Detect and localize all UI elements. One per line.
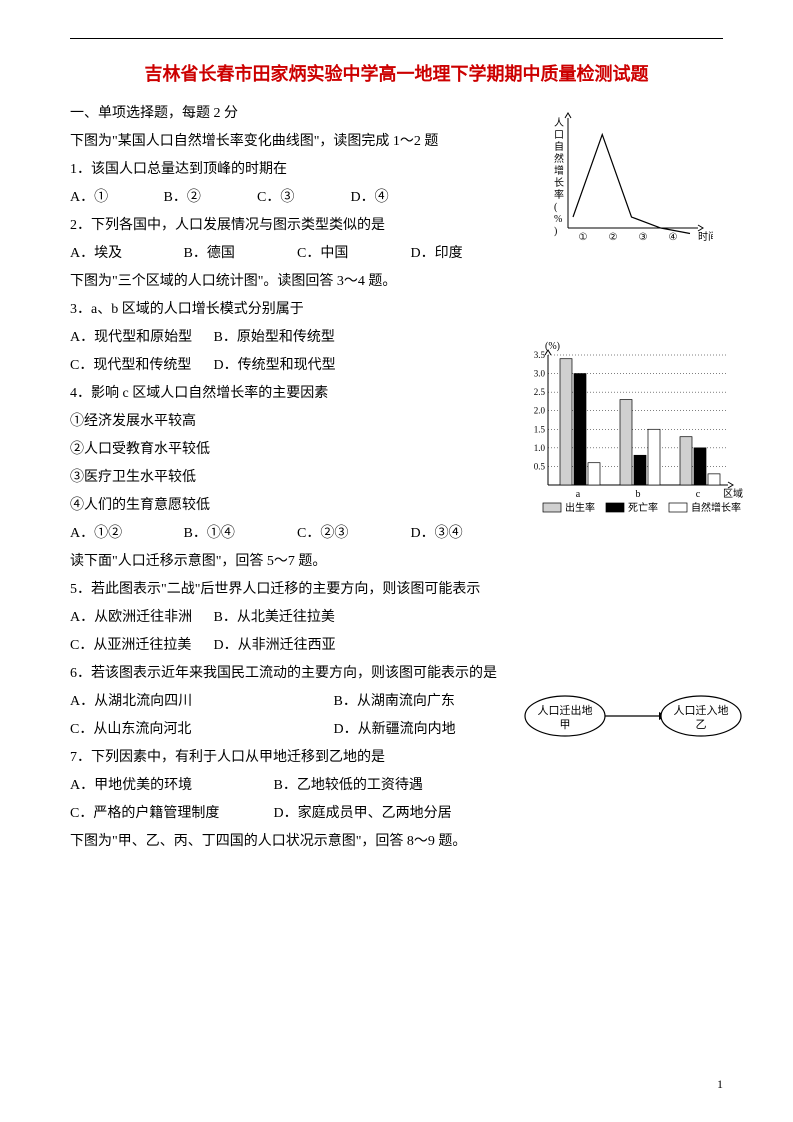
q7-d: D．家庭成员甲、乙两地分居 <box>274 800 474 828</box>
q4-d: D．③④ <box>411 520 521 548</box>
svg-text:b: b <box>636 489 641 500</box>
q5-a: A．从欧洲迁往非洲 <box>70 604 210 632</box>
q5-options-row1: A．从欧洲迁往非洲 B．从北美迁往拉美 <box>70 604 723 632</box>
q2-b: B．德国 <box>184 240 294 268</box>
migration-diagram: 人口迁出地甲 人口迁入地乙 <box>523 686 743 746</box>
intro-3: 读下面"人口迁移示意图"，回答 5～7 题。 <box>70 548 723 576</box>
svg-text:a: a <box>576 489 581 500</box>
q7-b: B．乙地较低的工资待遇 <box>274 772 474 800</box>
bar-chart: (%)0.51.01.52.02.53.03.5abc区域出生率死亡率自然增长率 <box>513 330 743 530</box>
q3-c: C．现代型和传统型 <box>70 352 210 380</box>
page-title: 吉林省长春市田家炳实验中学高一地理下学期期中质量检测试题 <box>70 60 723 86</box>
svg-text:区域: 区域 <box>723 487 743 500</box>
q7-options-row1: A．甲地优美的环境 B．乙地较低的工资待遇 <box>70 772 723 800</box>
q5-c: C．从亚洲迁往拉美 <box>70 632 210 660</box>
svg-text:3.0: 3.0 <box>534 369 546 379</box>
intro-2: 下图为"三个区域的人口统计图"。读图回答 3～4 题。 <box>70 268 723 296</box>
svg-text:1.0: 1.0 <box>534 443 546 453</box>
svg-text:③: ③ <box>639 232 648 243</box>
svg-text:率: 率 <box>554 188 564 201</box>
q6-d: D．从新疆流向内地 <box>334 716 534 744</box>
q5-b: B．从北美迁往拉美 <box>214 604 354 632</box>
svg-text:3.5: 3.5 <box>534 350 546 360</box>
svg-text:时间: 时间 <box>698 230 713 243</box>
q3-d: D．传统型和现代型 <box>214 352 354 380</box>
svg-text:①: ① <box>579 232 588 243</box>
q1-a: A．① <box>70 184 160 212</box>
svg-text:然: 然 <box>554 152 564 165</box>
svg-text:④: ④ <box>669 232 678 243</box>
svg-text:): ) <box>554 226 557 237</box>
q4-a: A．①② <box>70 520 180 548</box>
q6-b: B．从湖南流向广东 <box>334 688 534 716</box>
q7-stem: 7．下列因素中，有利于人口从甲地迁移到乙地的是 <box>70 744 723 772</box>
svg-text:②: ② <box>609 232 618 243</box>
svg-text:甲: 甲 <box>560 719 571 731</box>
svg-text:长: 长 <box>554 177 564 189</box>
svg-text:自: 自 <box>554 140 564 153</box>
svg-text:自然增长率: 自然增长率 <box>691 501 741 514</box>
svg-text:0.5: 0.5 <box>534 461 546 471</box>
q3-stem: 3．a、b 区域的人口增长模式分别属于 <box>70 296 723 324</box>
page-number: 1 <box>717 1077 723 1092</box>
q7-options-row2: C．严格的户籍管理制度 D．家庭成员甲、乙两地分居 <box>70 800 723 828</box>
q6-stem: 6．若该图表示近年来我国民工流动的主要方向，则该图可能表示的是 <box>70 660 723 688</box>
q5-d: D．从非洲迁往西亚 <box>214 632 354 660</box>
q2-d: D．印度 <box>411 240 521 268</box>
intro-4: 下图为"甲、乙、丙、丁四国的人口状况示意图"，回答 8～9 题。 <box>70 828 723 856</box>
svg-text:增: 增 <box>554 164 564 177</box>
svg-text:%: % <box>554 214 562 225</box>
q6-c: C．从山东流向河北 <box>70 716 330 744</box>
svg-text:c: c <box>696 489 701 500</box>
svg-text:人: 人 <box>554 117 564 129</box>
q7-a: A．甲地优美的环境 <box>70 772 270 800</box>
q4-b: B．①④ <box>184 520 294 548</box>
q6-a: A．从湖北流向四川 <box>70 688 330 716</box>
svg-text:乙: 乙 <box>696 718 707 731</box>
svg-text:死亡率: 死亡率 <box>628 501 658 514</box>
svg-text:口: 口 <box>554 130 564 141</box>
q5-stem: 5．若此图表示"二战"后世界人口迁移的主要方向，则该图可能表示 <box>70 576 723 604</box>
q7-c: C．严格的户籍管理制度 <box>70 800 270 828</box>
svg-text:2.5: 2.5 <box>534 387 546 397</box>
q1-b: B．② <box>164 184 254 212</box>
q3-b: B．原始型和传统型 <box>214 324 354 352</box>
q2-a: A．埃及 <box>70 240 180 268</box>
svg-text:人口迁出地: 人口迁出地 <box>538 703 593 717</box>
svg-text:2.0: 2.0 <box>534 406 546 416</box>
svg-text:出生率: 出生率 <box>565 501 595 514</box>
q4-c: C．②③ <box>297 520 407 548</box>
svg-text:1.5: 1.5 <box>534 424 546 434</box>
svg-text:人口迁入地: 人口迁入地 <box>674 704 729 717</box>
q5-options-row2: C．从亚洲迁往拉美 D．从非洲迁往西亚 <box>70 632 723 660</box>
q1-c: C．③ <box>257 184 347 212</box>
q1-d: D．④ <box>351 184 441 212</box>
q2-c: C．中国 <box>297 240 407 268</box>
q3-a: A．现代型和原始型 <box>70 324 210 352</box>
svg-text:(: ( <box>554 202 558 213</box>
line-chart: ① ② ③ ④ 时间 人口自然增长率(%) <box>538 98 713 248</box>
